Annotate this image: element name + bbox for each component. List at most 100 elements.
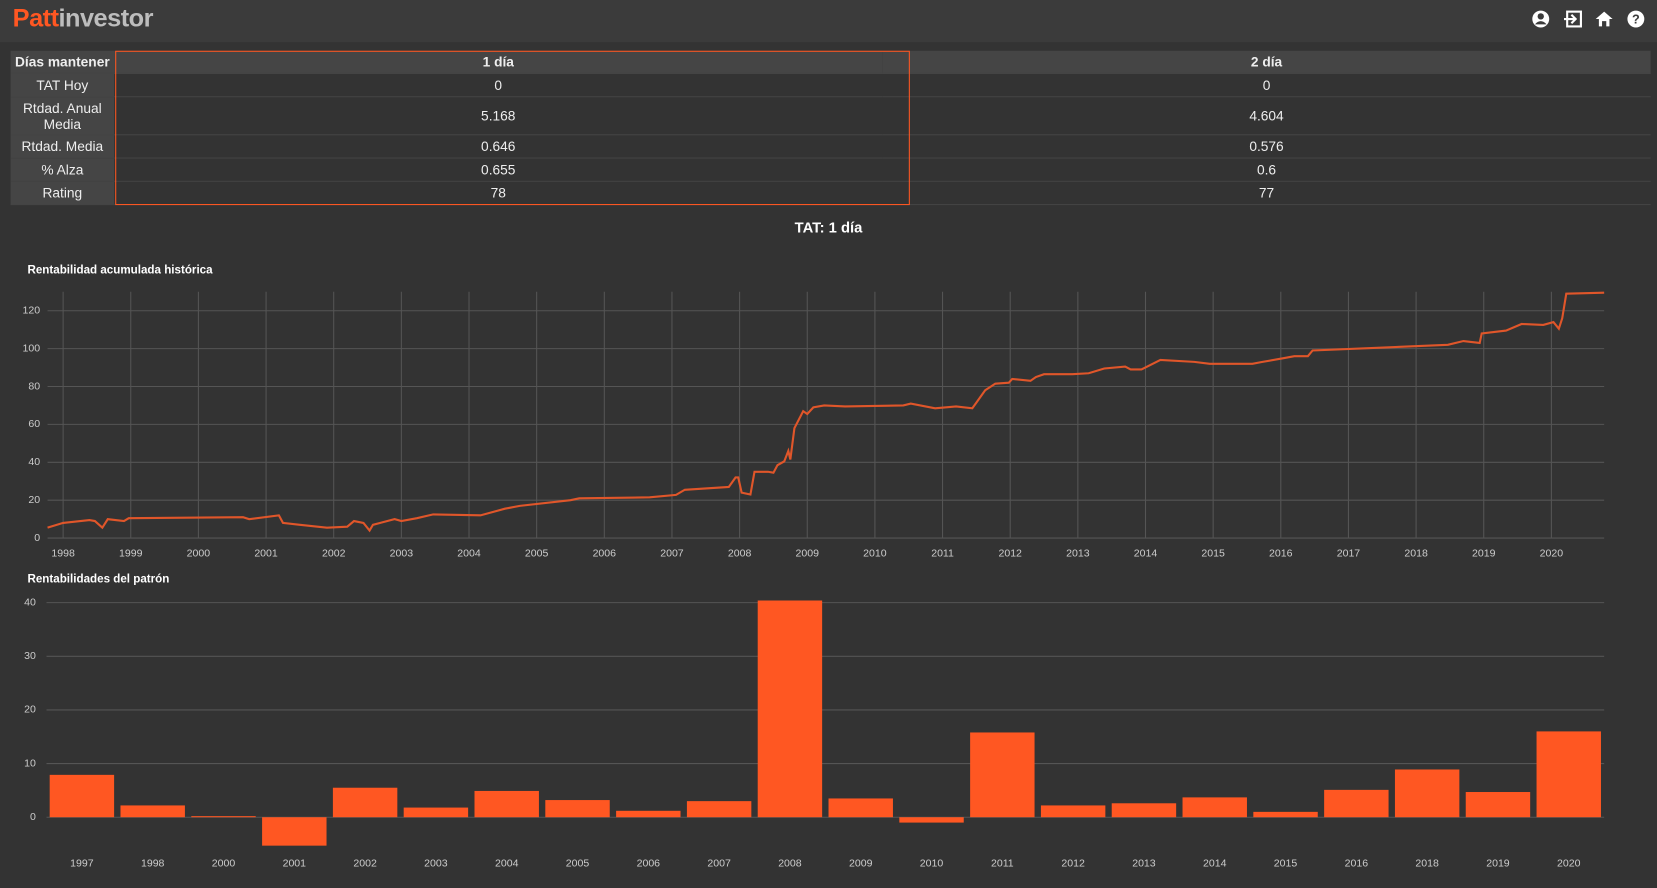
x-tick-label: 1999 (119, 548, 143, 560)
x-tick-label: 2015 (1274, 857, 1298, 869)
x-tick-label: 2015 (1201, 548, 1225, 560)
logo-part: Patt (12, 4, 59, 33)
x-tick-label: 2001 (254, 548, 278, 560)
x-tick-label: 2007 (660, 548, 684, 560)
x-tick-label: 2014 (1203, 857, 1227, 869)
bar (1536, 731, 1601, 818)
bar (757, 600, 823, 818)
table-row: Rating 78 77 (10, 181, 1651, 206)
x-tick-label: 2004 (495, 857, 519, 869)
x-tick-label: 2013 (1066, 548, 1090, 560)
bar (1040, 805, 1106, 818)
summary-table: Días mantener 1 día 2 día TAT Hoy 0 0 Rtdad. A… (10, 50, 1651, 206)
x-tick-label: 2020 (1557, 857, 1581, 869)
x-tick-label: 2007 (707, 857, 731, 869)
table-cell: 0 (882, 73, 1651, 98)
top-bar: Pattinvestor ? (0, 0, 1657, 43)
x-tick-label: 2009 (796, 548, 820, 560)
bar (1253, 811, 1318, 818)
svg-text:?: ? (1632, 12, 1640, 26)
x-tick-label: 2012 (998, 548, 1022, 560)
x-tick-label: 2016 (1269, 548, 1293, 560)
user-icon[interactable] (1532, 10, 1550, 28)
x-tick-label: 2005 (566, 857, 590, 869)
x-tick-label: 2003 (390, 548, 414, 560)
y-tick-label: 100 (23, 342, 41, 354)
logout-icon[interactable] (1564, 10, 1582, 28)
y-tick-label: 20 (24, 704, 36, 716)
x-tick-label: 2010 (863, 548, 887, 560)
bar (262, 817, 327, 846)
bar (49, 774, 115, 818)
bar (686, 801, 752, 818)
logo-part: investor (58, 4, 153, 33)
y-tick-label: 0 (34, 532, 40, 544)
logo[interactable]: Pattinvestor (12, 4, 154, 34)
x-tick-label: 2013 (1132, 857, 1156, 869)
data-line (47, 291, 1605, 533)
table-cell: 0.576 (882, 134, 1651, 159)
x-tick-label: 2001 (283, 857, 307, 869)
y-tick-label: 120 (23, 305, 41, 317)
x-tick-label: 2017 (1337, 548, 1361, 560)
bar (403, 807, 469, 818)
table-row: % Alza 0.655 0.6 (10, 158, 1651, 182)
x-tick-label: 2009 (849, 857, 873, 869)
bar (899, 817, 964, 823)
x-tick-label: 2018 (1404, 548, 1428, 560)
x-tick-label: 2020 (1540, 548, 1564, 560)
x-tick-label: 2002 (322, 548, 346, 560)
table-row: Rtdad. Anual Media 5.168 4.604 (10, 96, 1651, 136)
x-tick-label: 1998 (51, 548, 75, 560)
y-tick-label: 20 (28, 494, 40, 506)
x-tick-label: 2016 (1345, 857, 1369, 869)
selected-column-frame (115, 50, 910, 206)
table-cell: 2 día (882, 50, 1651, 74)
table-cell: TAT Hoy (10, 73, 115, 98)
bar (1111, 803, 1177, 818)
x-tick-label: 2000 (187, 548, 211, 560)
bar (616, 810, 681, 818)
table-row: Rtdad. Media 0.646 0.576 (10, 134, 1651, 159)
table-cell: Rtdad. Anual Media (10, 96, 115, 136)
table-cell: 4.604 (882, 96, 1651, 136)
x-tick-label: 2012 (1061, 857, 1085, 869)
help-icon[interactable]: ? (1627, 10, 1645, 28)
y-tick-label: 80 (28, 380, 40, 392)
x-tick-label: 2003 (424, 857, 448, 869)
table-cell: Días mantener (10, 50, 115, 74)
x-tick-label: 2008 (728, 548, 752, 560)
x-tick-label: 2011 (931, 548, 954, 560)
x-tick-label: 2005 (525, 548, 549, 560)
y-tick-label: 10 (24, 757, 36, 769)
x-tick-label: 2014 (1134, 548, 1158, 560)
icon-bar: ? (1532, 10, 1645, 28)
bar (545, 800, 610, 818)
table-row: Días mantener 1 día 2 día (10, 50, 1651, 74)
y-tick-label: 0 (30, 811, 36, 823)
x-tick-label: 1998 (141, 857, 165, 869)
x-tick-label: 2002 (353, 857, 377, 869)
table-cell: Rtdad. Media (10, 134, 115, 159)
y-tick-label: 40 (24, 596, 36, 608)
y-tick-label: 40 (28, 456, 40, 468)
table-cell: 0.646 (114, 134, 883, 159)
x-tick-label: 2004 (457, 548, 481, 560)
bar (474, 790, 539, 818)
bar (1324, 789, 1389, 818)
section-title: TAT: 1 día (794, 218, 863, 236)
bar (970, 732, 1035, 818)
bar (332, 787, 398, 818)
y-tick-label: 30 (24, 650, 36, 662)
x-tick-label: 2010 (920, 857, 944, 869)
x-tick-label: 2006 (593, 548, 617, 560)
chart-title: Rentabilidad acumulada histórica (27, 264, 213, 277)
table-cell: Rating (10, 181, 115, 206)
table-cell: 0.6 (882, 158, 1651, 182)
x-tick-label: 2018 (1415, 857, 1439, 869)
table-cell: 5.168 (114, 96, 883, 136)
table-cell: % Alza (10, 158, 115, 182)
